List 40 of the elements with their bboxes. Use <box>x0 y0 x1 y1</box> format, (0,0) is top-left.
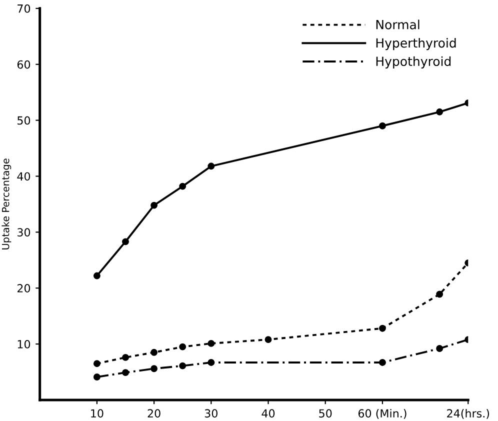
x-tick-label: 20 <box>148 409 160 418</box>
point <box>436 345 444 352</box>
y-tick-label: 70 <box>18 4 30 13</box>
x-tick-label: 40 <box>262 409 275 418</box>
y-tick-label: 20 <box>17 284 30 292</box>
point <box>208 162 215 170</box>
y-tick-label: 10 <box>18 340 30 348</box>
x-tick-label: 50 <box>319 409 332 418</box>
point <box>179 182 186 190</box>
y-tick-label: 50 <box>18 116 30 125</box>
legend-label: Hypothyroid <box>376 56 451 68</box>
x-tick-label: 60 (Min.) <box>358 408 406 419</box>
legend-label: Normal <box>376 20 420 30</box>
y-tick-label: 40 <box>17 172 30 181</box>
point <box>378 122 386 130</box>
point <box>264 336 272 344</box>
x-tick-label: 24(hrs.) <box>447 408 490 419</box>
point <box>378 359 386 366</box>
point <box>179 343 186 350</box>
x-tick-label: 30 <box>204 409 218 418</box>
point <box>122 369 129 376</box>
point <box>93 272 100 280</box>
point <box>436 290 444 298</box>
point <box>208 340 215 347</box>
legend-label: Hyperthyroid <box>376 38 456 50</box>
y-tick-label: 30 <box>18 228 30 237</box>
point <box>150 365 158 372</box>
point <box>378 324 386 332</box>
point <box>179 362 186 370</box>
point <box>150 202 158 209</box>
y-axis-title: Uptake Percentage <box>2 158 12 250</box>
point <box>122 354 129 361</box>
x-tick-label: 10 <box>91 409 104 418</box>
point <box>93 374 100 380</box>
point <box>436 108 444 116</box>
point <box>93 360 100 368</box>
point <box>150 348 158 356</box>
point <box>122 238 129 246</box>
point <box>208 359 215 366</box>
y-tick-label: 60 <box>17 60 30 69</box>
